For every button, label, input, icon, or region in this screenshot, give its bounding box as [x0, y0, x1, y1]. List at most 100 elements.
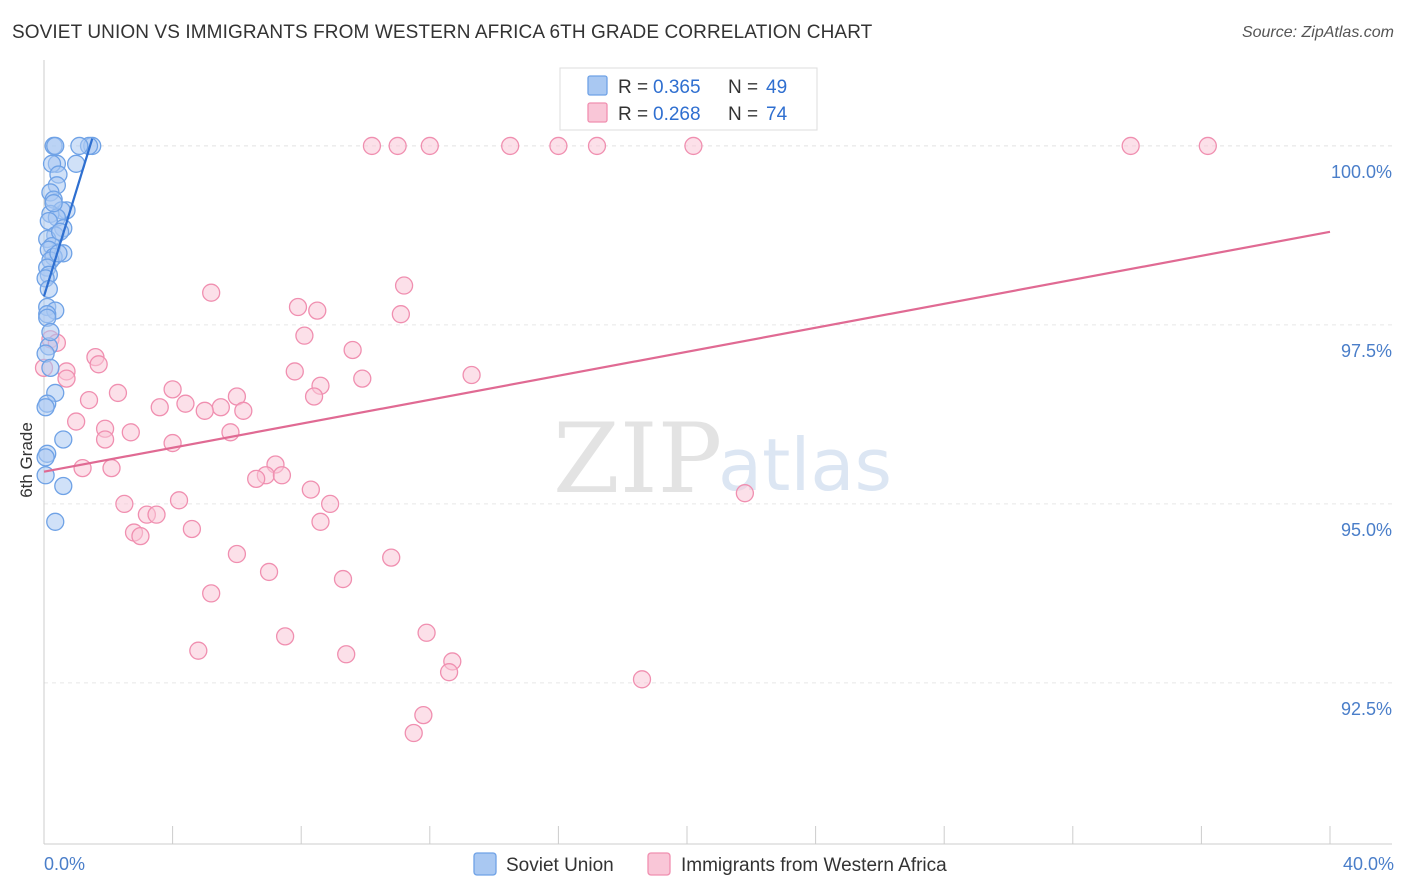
point-western-africa-28	[108, 383, 128, 403]
point-western-africa-55	[147, 505, 166, 524]
stats-legend-r-value-western-africa: 0.268	[653, 104, 701, 125]
stats-legend-n-value-western-africa: 74	[766, 104, 788, 125]
point-western-africa-30	[304, 387, 324, 406]
point-western-africa-12	[308, 301, 327, 320]
point-western-africa-25	[462, 365, 481, 385]
stats-legend-n-label-soviet: N =	[728, 77, 758, 98]
legend-swatch-western-africa[interactable]	[647, 852, 671, 876]
points-layer	[34, 136, 1217, 743]
point-western-africa-33	[150, 398, 169, 417]
point-western-africa-51	[169, 491, 189, 510]
y-tick-label-0: 92.5%	[1341, 699, 1392, 719]
point-soviet-1	[46, 136, 65, 156]
point-western-africa-48	[272, 466, 292, 485]
stats-legend-r-value-soviet: 0.365	[653, 77, 701, 98]
point-western-africa-62	[259, 562, 279, 582]
point-western-africa-2	[420, 136, 439, 156]
point-western-africa-3	[501, 136, 520, 156]
point-western-africa-53	[320, 494, 340, 514]
y-tick-label-3: 100.0%	[1331, 162, 1392, 182]
point-western-africa-31	[79, 390, 99, 410]
trend-layer	[42, 138, 1331, 473]
point-western-africa-0	[362, 136, 382, 156]
point-western-africa-44	[73, 458, 92, 478]
point-soviet-46	[44, 194, 63, 213]
point-western-africa-11	[288, 297, 308, 317]
point-soviet-45	[49, 244, 68, 263]
y-tick-label-1: 95.0%	[1341, 520, 1392, 540]
point-western-africa-71	[632, 670, 652, 689]
point-western-africa-37	[67, 412, 86, 431]
point-soviet-39	[36, 448, 55, 467]
grid-layer	[44, 145, 1392, 684]
stats-legend-n-label-western-africa: N =	[728, 104, 758, 125]
labels-layer: 92.5% 95.0% 97.5% 100.0% 0.0% 40.0% 6th Grade	[17, 162, 1394, 874]
stats-legend-n-value-soviet: 49	[766, 77, 787, 98]
x-tick-label-end: 40.0%	[1343, 854, 1394, 874]
stats-legend-r-label-soviet: R =	[618, 77, 648, 98]
point-western-africa-1	[388, 136, 407, 156]
point-western-africa-70	[439, 663, 459, 682]
legend-swatch-soviet-union[interactable]	[473, 852, 497, 876]
chart-title: SOVIET UNION VS IMMIGRANTS FROM WESTERN …	[12, 22, 873, 43]
point-western-africa-7	[1121, 136, 1140, 156]
stats-legend-r-label-western-africa: R =	[618, 104, 648, 125]
y-tick-label-2: 97.5%	[1341, 341, 1392, 361]
point-western-africa-6	[684, 136, 703, 156]
point-western-africa-36	[195, 401, 214, 420]
point-western-africa-73	[404, 723, 423, 743]
point-western-africa-17	[343, 340, 362, 360]
point-western-africa-47	[247, 469, 266, 488]
point-western-africa-32	[176, 394, 195, 413]
trend-line-soviet	[42, 138, 94, 297]
point-western-africa-24	[353, 369, 372, 388]
point-western-africa-14	[295, 326, 314, 345]
point-western-africa-57	[182, 519, 202, 539]
point-western-africa-35	[211, 398, 230, 417]
stats-legend: R = 0.365 N = 49 R = 0.268 N = 74	[559, 67, 818, 131]
point-soviet-4	[70, 136, 89, 156]
point-western-africa-34	[234, 401, 253, 420]
point-western-africa-23	[57, 369, 76, 388]
point-western-africa-8	[1198, 136, 1217, 156]
point-western-africa-27	[163, 380, 182, 399]
point-western-africa-72	[414, 705, 433, 725]
point-soviet-43	[41, 358, 60, 378]
point-western-africa-10	[202, 283, 221, 302]
point-western-africa-13	[391, 305, 411, 324]
point-western-africa-66	[275, 627, 295, 646]
legend-label-western-africa: Immigrants from Western Africa	[681, 855, 947, 876]
point-western-africa-68	[337, 645, 356, 664]
bottom-legend: Soviet Union Immigrants from Western Afr…	[473, 852, 947, 876]
stats-legend-swatch-soviet	[587, 75, 608, 96]
point-soviet-36	[36, 398, 55, 417]
trend-line-western-africa	[43, 230, 1331, 473]
point-western-africa-19	[89, 355, 108, 374]
point-western-africa-22	[285, 362, 304, 381]
stats-legend-swatch-western-africa	[587, 102, 608, 123]
point-western-africa-65	[417, 623, 436, 642]
point-western-africa-49	[301, 480, 320, 499]
x-tick-label-start: 0.0%	[44, 854, 85, 874]
chart-source: Source: ZipAtlas.com	[1241, 24, 1394, 41]
point-western-africa-60	[227, 544, 247, 564]
y-axis-label: 6th Grade	[17, 422, 36, 498]
point-soviet-41	[54, 476, 73, 496]
point-western-africa-5	[587, 136, 607, 156]
point-western-africa-45	[102, 458, 121, 478]
point-western-africa-64	[202, 584, 221, 603]
point-soviet-37	[54, 430, 73, 449]
point-western-africa-50	[735, 484, 755, 503]
watermark: ZIP atlas	[553, 403, 892, 515]
point-western-africa-61	[382, 548, 401, 567]
point-western-africa-39	[121, 423, 140, 442]
point-western-africa-56	[311, 512, 330, 531]
point-western-africa-52	[115, 494, 134, 514]
point-western-africa-9	[394, 276, 414, 295]
point-western-africa-4	[549, 136, 568, 156]
watermark-zip: ZIP	[553, 403, 722, 515]
point-western-africa-67	[189, 641, 208, 660]
point-western-africa-63	[333, 569, 353, 589]
point-western-africa-41	[95, 430, 115, 449]
